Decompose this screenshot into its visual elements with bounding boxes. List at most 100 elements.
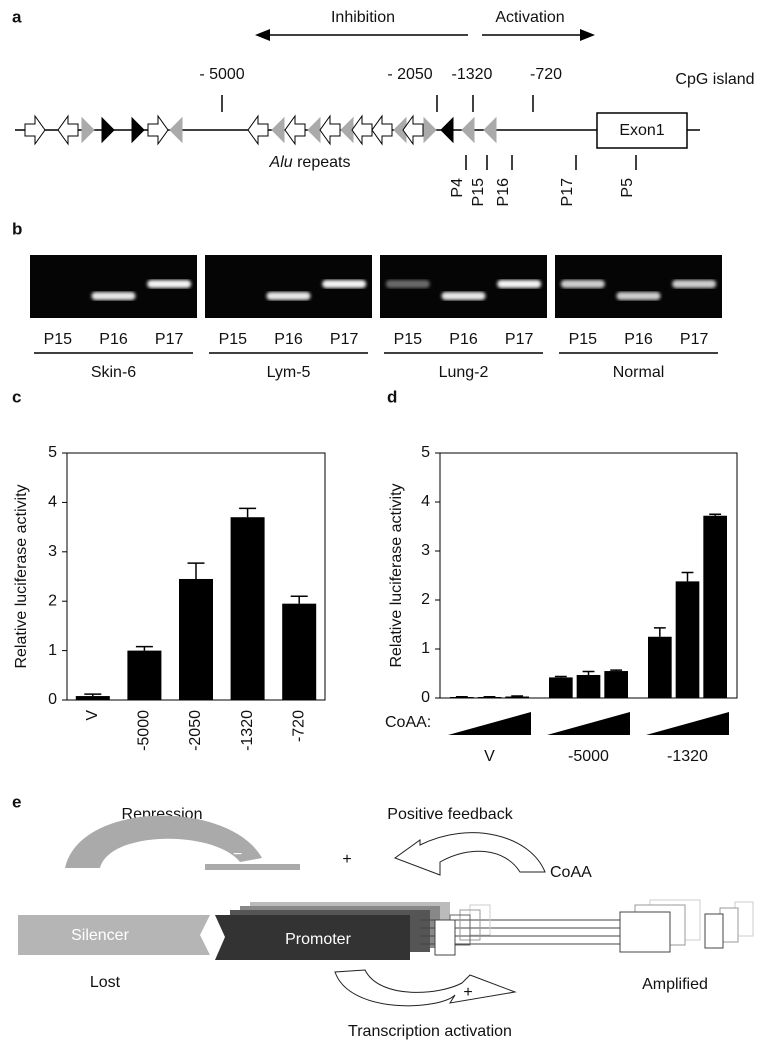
y-tick-label: 1 bbox=[421, 640, 430, 657]
charts: c Relative luciferase activity 0 1 2 3 4 5 V -500… bbox=[12, 387, 738, 765]
promoter-block bbox=[215, 915, 410, 960]
band bbox=[497, 280, 542, 288]
position: -1320 bbox=[452, 66, 493, 83]
y-tick-label: 5 bbox=[421, 444, 430, 461]
bar bbox=[230, 517, 265, 700]
alu-arrow bbox=[247, 114, 269, 146]
alu-arrows bbox=[24, 114, 497, 146]
y-tick-label: 0 bbox=[48, 691, 57, 708]
primers: P4 P15 P16 P17 P5 bbox=[449, 155, 637, 207]
alu-arrow bbox=[461, 116, 475, 144]
exon-box bbox=[596, 112, 688, 149]
bar bbox=[505, 696, 529, 698]
silencer: Silencer bbox=[71, 927, 129, 944]
lane-label: P16 bbox=[99, 331, 128, 348]
gels: P15 P16 P17 Skin-6 P15 P16 P17 Lym-5 P15 P16 P17 Lu… bbox=[30, 255, 722, 381]
x-tick-label: -2050 bbox=[187, 710, 204, 751]
x-tick-label: -1320 bbox=[667, 748, 708, 765]
bar bbox=[576, 674, 601, 698]
error-bar bbox=[84, 693, 102, 697]
alu-arrow bbox=[81, 116, 95, 144]
positive-feedback: Positive feedback bbox=[387, 806, 513, 823]
position-ticks bbox=[221, 95, 534, 112]
primer-label: P15 bbox=[470, 178, 487, 207]
alu-label: Alu repeats bbox=[269, 154, 351, 171]
cpg-island: CpG island bbox=[675, 71, 754, 88]
error-bar bbox=[681, 571, 694, 582]
band bbox=[560, 280, 605, 288]
bar bbox=[179, 578, 213, 700]
band bbox=[441, 292, 486, 300]
bar bbox=[75, 696, 110, 700]
group-label: Normal bbox=[613, 364, 665, 381]
alu-arrow bbox=[351, 114, 373, 146]
lane-label: P15 bbox=[219, 331, 248, 348]
y-tick-label: 1 bbox=[48, 642, 57, 659]
y-tick-label: 2 bbox=[421, 591, 430, 608]
error-bar bbox=[582, 670, 595, 675]
minus: − bbox=[233, 846, 242, 863]
alu-arrow bbox=[24, 114, 46, 146]
panel-label: d bbox=[387, 387, 397, 406]
alu-arrow bbox=[284, 114, 306, 146]
alu-italic: Alu bbox=[269, 154, 293, 171]
alu-arrow bbox=[440, 116, 454, 144]
bar bbox=[282, 603, 317, 700]
panel-label: e bbox=[12, 792, 21, 811]
activation-arrow-e bbox=[334, 969, 517, 1007]
y-tick-label: 0 bbox=[421, 689, 430, 706]
error-bar bbox=[239, 507, 257, 518]
alu-rest: repeats bbox=[297, 154, 350, 171]
coaa-wedge bbox=[547, 712, 630, 735]
plus: + bbox=[342, 851, 351, 868]
alu-arrow bbox=[483, 116, 497, 144]
activation: Activation bbox=[495, 9, 564, 26]
alu-arrow bbox=[147, 114, 169, 146]
lane-label: P16 bbox=[274, 331, 303, 348]
alu-arrow bbox=[131, 116, 145, 144]
lane-label: P16 bbox=[449, 331, 478, 348]
bar bbox=[604, 671, 628, 698]
feedback-arrow bbox=[393, 832, 546, 876]
silencer-block bbox=[18, 915, 210, 955]
alu-arrow bbox=[169, 116, 183, 144]
repression-arc bbox=[65, 815, 262, 868]
plus: + bbox=[463, 984, 472, 1001]
alu-arrow bbox=[340, 116, 354, 144]
y-tick-label: 3 bbox=[421, 542, 430, 559]
band bbox=[91, 292, 136, 300]
x-tick-label: V bbox=[84, 710, 101, 721]
lane-label: P17 bbox=[330, 331, 359, 348]
panel-label: c bbox=[12, 387, 21, 406]
alu-arrow bbox=[271, 116, 285, 144]
annotation: CoAA: bbox=[385, 714, 431, 731]
bar bbox=[549, 677, 573, 698]
y-tick-label: 3 bbox=[48, 543, 57, 560]
amplified: Amplified bbox=[642, 976, 708, 993]
bar bbox=[703, 515, 727, 698]
group-label: Skin-6 bbox=[91, 364, 136, 381]
repression-bar bbox=[205, 864, 300, 870]
error-bar bbox=[135, 645, 153, 651]
band bbox=[322, 280, 367, 288]
lane-label: P17 bbox=[505, 331, 534, 348]
y-tick-label: 4 bbox=[48, 494, 57, 511]
panel-label: a bbox=[12, 7, 22, 26]
alu-arrow bbox=[319, 114, 341, 146]
y-tick-label: 4 bbox=[421, 493, 430, 510]
exon-label: Exon1 bbox=[619, 122, 664, 139]
position: - 5000 bbox=[199, 66, 244, 83]
band bbox=[616, 292, 661, 300]
bar bbox=[648, 636, 672, 698]
promoter: Promoter bbox=[285, 931, 351, 948]
lane-label: P15 bbox=[44, 331, 73, 348]
lane-label: P15 bbox=[569, 331, 598, 348]
alu-arrow bbox=[101, 116, 115, 144]
coaa: CoAA bbox=[550, 864, 592, 881]
band bbox=[147, 280, 192, 288]
lane-label: P17 bbox=[680, 331, 709, 348]
alu-arrow bbox=[57, 114, 79, 146]
error-bar bbox=[290, 595, 308, 604]
x-tick-label: -720 bbox=[290, 710, 307, 742]
